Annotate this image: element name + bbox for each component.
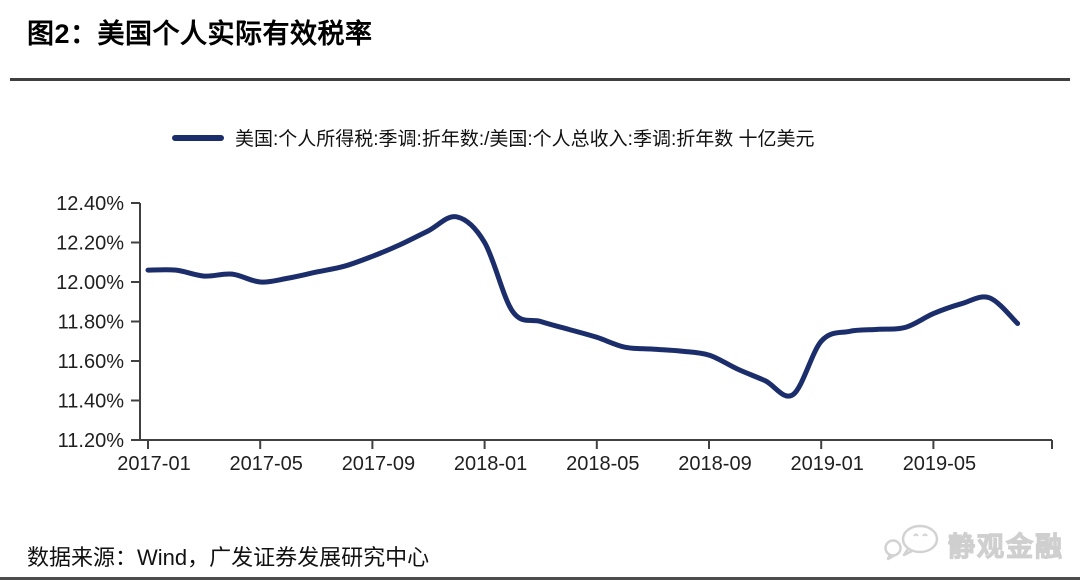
x-tick-label: 2017-01 bbox=[117, 453, 190, 475]
x-tick-label: 2018-05 bbox=[566, 453, 639, 475]
watermark-text: 静观金融 bbox=[948, 531, 1064, 562]
data-source: 数据来源：Wind，广发证券发展研究中心 bbox=[27, 545, 430, 570]
y-tick-label: 11.20% bbox=[58, 430, 125, 452]
y-tick-label: 12.40% bbox=[56, 193, 124, 215]
series-line bbox=[145, 214, 1021, 399]
y-tick-label: 12.20% bbox=[56, 233, 124, 255]
legend-label: 美国:个人所得税:季调:折年数:/美国:个人总收入:季调:折年数 十亿美元 bbox=[235, 129, 815, 150]
legend-line-swatch bbox=[172, 134, 224, 141]
x-tick-label: 2019-01 bbox=[790, 453, 863, 475]
x-tick-label: 2017-05 bbox=[229, 453, 302, 475]
figure-title: 图2：美国个人实际有效税率 bbox=[27, 19, 373, 49]
y-tick-label: 11.40% bbox=[58, 391, 125, 413]
x-tick-label: 2019-05 bbox=[903, 453, 976, 475]
y-tick-label: 11.80% bbox=[58, 312, 125, 334]
y-tick-label: 11.60% bbox=[58, 351, 125, 373]
footer-divider bbox=[0, 577, 1080, 580]
watermark: 静观金融 bbox=[884, 524, 1064, 564]
x-tick-label: 2018-09 bbox=[678, 453, 751, 475]
chat-bubbles-icon bbox=[884, 524, 939, 561]
x-tick-label: 2018-01 bbox=[454, 453, 527, 475]
chart-legend: 美国:个人所得税:季调:折年数:/美国:个人总收入:季调:折年数 十亿美元 bbox=[172, 124, 815, 151]
header-divider bbox=[10, 78, 1070, 81]
x-tick-label: 2017-09 bbox=[342, 453, 415, 475]
y-tick-label: 12.00% bbox=[56, 272, 124, 294]
